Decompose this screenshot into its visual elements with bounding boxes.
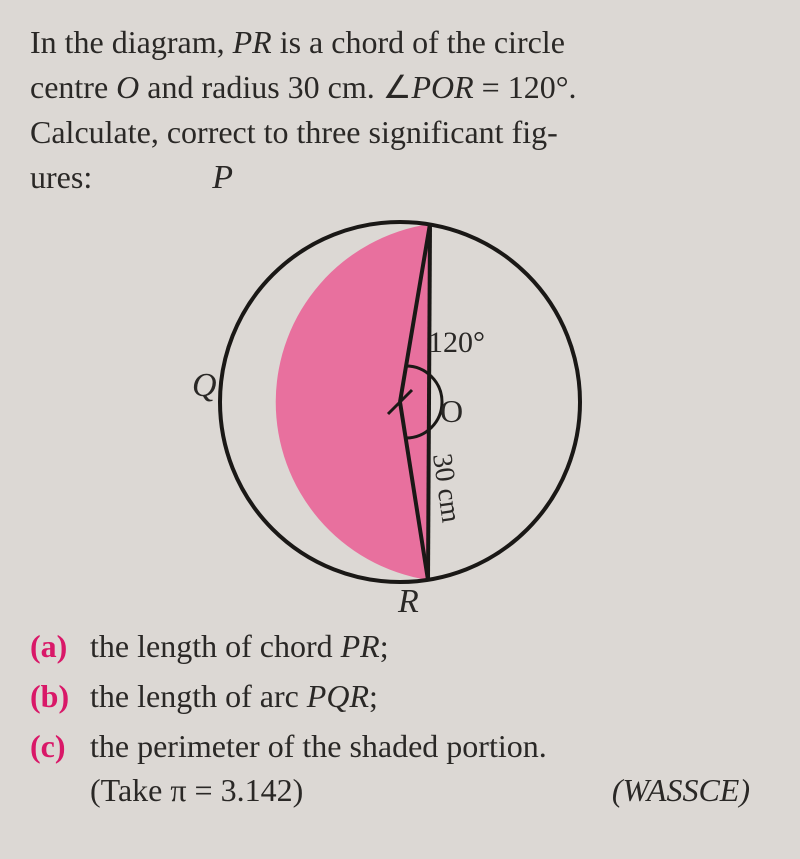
chord-name: PR — [233, 24, 272, 60]
text: ures: — [30, 159, 92, 195]
var: PR — [341, 628, 380, 664]
label-O: O — [440, 393, 463, 429]
answer-c-text: the perimeter of the shaded portion. — [90, 722, 770, 770]
text: Calculate, correct to three significant … — [30, 114, 558, 150]
angle-name: POR — [411, 69, 473, 105]
circle-diagram: Q O R 120° 30 cm — [180, 192, 620, 612]
text: and radius 30 cm. ∠ — [139, 69, 411, 105]
centre-name: O — [116, 69, 139, 105]
angle-value: = 120°. — [474, 69, 577, 105]
answer-a: (a) the length of chord PR; — [30, 622, 770, 670]
text: the perimeter of the shaded portion. — [90, 728, 547, 764]
pi-note: (Take π = 3.142) — [90, 772, 303, 809]
footer-line: (Take π = 3.142) (WASSCE) — [90, 772, 770, 809]
label-radius-30cm: 30 cm — [426, 452, 466, 525]
answer-b-label: (b) — [30, 672, 90, 720]
text: is a chord of the circle — [272, 24, 565, 60]
text: In the diagram, — [30, 24, 233, 60]
answer-c-label: (c) — [30, 722, 90, 770]
text: ; — [380, 628, 389, 664]
text: ; — [369, 678, 378, 714]
chord-PR — [428, 224, 430, 580]
point-P-label: P — [212, 159, 233, 196]
source: (WASSCE) — [612, 772, 750, 809]
answer-a-label: (a) — [30, 622, 90, 670]
var: PQR — [307, 678, 369, 714]
answer-b: (b) the length of arc PQR; — [30, 672, 770, 720]
text: the length of chord — [90, 628, 341, 664]
shaded-segment — [276, 224, 430, 580]
text: centre — [30, 69, 116, 105]
answer-b-text: the length of arc PQR; — [90, 672, 770, 720]
label-Q: Q — [192, 367, 217, 404]
label-R: R — [397, 583, 419, 612]
text: the length of arc — [90, 678, 307, 714]
label-angle-120: 120° — [428, 326, 485, 359]
answer-list: (a) the length of chord PR; (b) the leng… — [30, 622, 770, 809]
answer-c: (c) the perimeter of the shaded portion. — [30, 722, 770, 770]
answer-a-text: the length of chord PR; — [90, 622, 770, 670]
problem-statement: In the diagram, PR is a chord of the cir… — [30, 20, 770, 202]
